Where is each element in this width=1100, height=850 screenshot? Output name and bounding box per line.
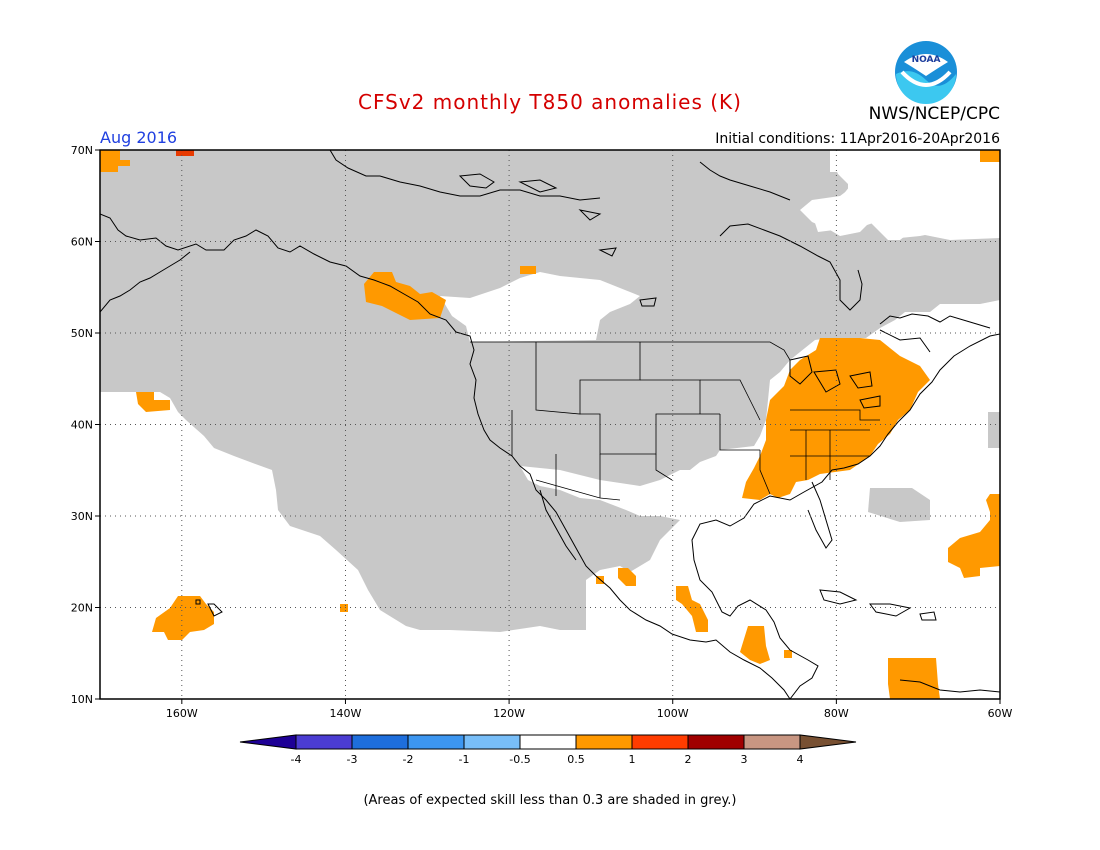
lat-tick-label: 20N xyxy=(71,602,93,615)
skill-area-canada xyxy=(440,152,1000,530)
colorbar-swatch xyxy=(519,734,577,750)
low-skill-shading xyxy=(100,150,1000,632)
lat-tick-label: 60N xyxy=(71,236,93,249)
forecast-period: Aug 2016 xyxy=(100,128,178,147)
colorbar-swatch xyxy=(351,734,409,750)
coastlines xyxy=(100,150,1000,699)
colorbar-swatch xyxy=(743,734,801,750)
lon-tick-label: 60W xyxy=(988,707,1013,720)
colorbar-label: -3 xyxy=(347,753,358,766)
colorbar-label: 2 xyxy=(685,753,692,766)
lon-tick-label: 160W xyxy=(166,707,198,720)
lat-tick-label: 10N xyxy=(71,693,93,706)
strong-warm-anomaly xyxy=(176,150,194,156)
colorbar: -4 -3 -2 -1 -0.5 0.5 1 2 3 4 xyxy=(239,734,857,766)
lon-tick-label: 120W xyxy=(493,707,525,720)
colorbar-swatch xyxy=(575,734,633,750)
colorbar-label: -0.5 xyxy=(509,753,530,766)
colorbar-swatch xyxy=(407,734,465,750)
initial-conditions: Initial conditions: 11Apr2016-20Apr2016 xyxy=(715,131,1000,147)
lon-tick-label: 100W xyxy=(657,707,689,720)
noaa-logo-icon: NOAA xyxy=(895,41,957,104)
lat-tick-label: 50N xyxy=(71,327,93,340)
colorbar-label: -2 xyxy=(403,753,414,766)
colorbar-label: -4 xyxy=(291,753,302,766)
colorbar-low-extend xyxy=(239,734,297,750)
colorbar-label: 3 xyxy=(741,753,748,766)
agency-label: NWS/NCEP/CPC xyxy=(868,104,1000,124)
map-area xyxy=(100,150,1000,699)
lat-tick-label: 30N xyxy=(71,510,93,523)
islands-and-lakes xyxy=(195,173,1000,693)
colorbar-label: 0.5 xyxy=(567,753,585,766)
lat-tick-label: 40N xyxy=(71,419,93,432)
lon-tick-label: 140W xyxy=(330,707,362,720)
colorbar-swatch xyxy=(687,734,745,750)
colorbar-swatch xyxy=(295,734,353,750)
colorbar-high-extend xyxy=(799,734,857,750)
colorbar-label: 1 xyxy=(629,753,636,766)
colorbar-swatch xyxy=(463,734,521,750)
colorbar-label: -1 xyxy=(459,753,470,766)
footnote: (Areas of expected skill less than 0.3 a… xyxy=(363,793,737,808)
colorbar-label: 4 xyxy=(797,753,804,766)
map-title: CFSv2 monthly T850 anomalies (K) xyxy=(358,90,742,114)
colorbar-swatch xyxy=(631,734,689,750)
map-axes: 70N 60N 50N 40N 30N 20N 10N 160W 140W 120W 100W 80W… xyxy=(71,144,1013,720)
lat-tick-label: 70N xyxy=(71,144,93,157)
graticule xyxy=(100,150,1000,699)
logo-text: NOAA xyxy=(912,55,941,65)
political-borders xyxy=(470,341,880,501)
warm-anomaly-areas xyxy=(100,150,1000,699)
lon-tick-label: 80W xyxy=(824,707,849,720)
